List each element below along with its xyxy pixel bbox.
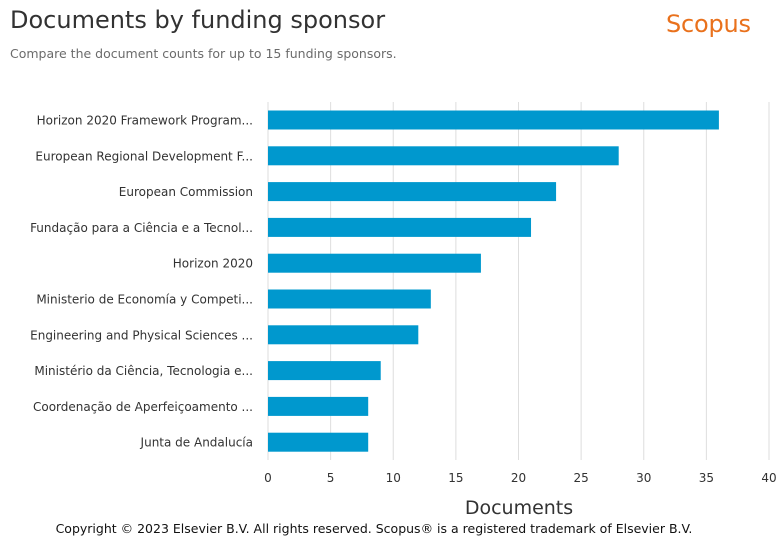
- x-tick-label: 10: [386, 471, 401, 485]
- x-tick-label: 5: [327, 471, 335, 485]
- category-label: Fundação para a Ciência e a Tecnol...: [30, 221, 253, 235]
- category-label: European Regional Development F...: [35, 149, 253, 163]
- page-subtitle: Compare the document counts for up to 15…: [10, 46, 397, 61]
- bar: [268, 182, 557, 202]
- category-label: Ministério da Ciência, Tecnologia e...: [34, 364, 253, 378]
- bar: [268, 253, 481, 273]
- x-tick-label: 35: [699, 471, 714, 485]
- x-tick-label: 0: [264, 471, 272, 485]
- funding-sponsor-bar-chart: 0 5 10 15 20 25 30 35 40 Horizon 2020 Framework P…: [30, 102, 777, 519]
- x-axis-label: Documents: [465, 497, 573, 519]
- category-label: Horizon 2020: [173, 257, 253, 271]
- category-label: Junta de Andalucía: [140, 436, 253, 450]
- scopus-logo[interactable]: Scopus: [666, 10, 751, 38]
- copyright-footer: Copyright © 2023 Elsevier B.V. All right…: [55, 521, 693, 536]
- bar: [268, 396, 369, 416]
- category-label: Engineering and Physical Sciences ...: [30, 328, 253, 342]
- category-label: European Commission: [119, 185, 253, 199]
- category-label: Horizon 2020 Framework Program...: [37, 114, 253, 128]
- category-label: Ministerio de Economía y Competi...: [36, 293, 253, 307]
- x-tick-label: 30: [636, 471, 651, 485]
- bar: [268, 146, 619, 166]
- x-tick-label: 40: [761, 471, 776, 485]
- x-tick-label: 20: [511, 471, 526, 485]
- bar: [268, 361, 381, 381]
- page-title: Documents by funding sponsor: [10, 6, 386, 34]
- bar: [268, 110, 719, 130]
- x-tick-label: 25: [573, 471, 588, 485]
- bar: [268, 289, 431, 309]
- x-tick-label: 15: [448, 471, 463, 485]
- bar: [268, 432, 369, 452]
- category-label: Coordenação de Aperfeiçoamento ...: [33, 400, 253, 414]
- bar: [268, 325, 419, 345]
- bar: [268, 217, 532, 237]
